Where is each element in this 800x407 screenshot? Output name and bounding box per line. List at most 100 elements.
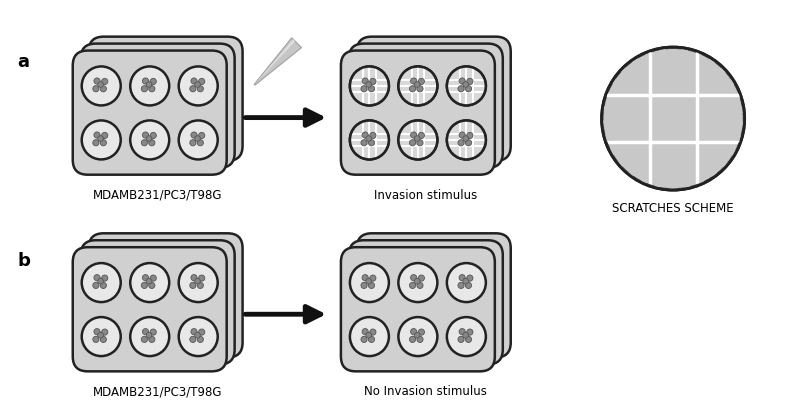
Circle shape [463,278,469,284]
FancyBboxPatch shape [81,240,234,364]
Circle shape [466,336,471,342]
Circle shape [366,333,371,338]
Circle shape [414,82,420,88]
Circle shape [150,329,156,335]
Circle shape [142,282,147,289]
FancyBboxPatch shape [89,37,242,161]
Circle shape [466,79,473,85]
Circle shape [366,278,371,284]
Circle shape [410,336,416,342]
Circle shape [190,140,196,146]
Circle shape [458,336,464,342]
Circle shape [142,275,149,281]
Circle shape [98,278,103,284]
Circle shape [350,317,389,356]
Polygon shape [254,38,302,85]
Circle shape [98,333,103,338]
Circle shape [418,329,425,335]
Circle shape [398,317,438,356]
Circle shape [94,328,100,335]
Text: No Invasion stimulus: No Invasion stimulus [364,385,487,398]
Circle shape [94,78,100,84]
Circle shape [93,140,99,146]
Circle shape [82,66,121,105]
Circle shape [463,136,469,141]
Circle shape [93,282,99,289]
FancyBboxPatch shape [73,247,226,371]
Circle shape [602,47,745,190]
Circle shape [93,85,99,92]
Circle shape [410,140,416,146]
Circle shape [398,120,438,160]
Circle shape [142,132,149,138]
Circle shape [370,275,376,281]
FancyBboxPatch shape [349,240,502,364]
Circle shape [350,120,389,160]
FancyBboxPatch shape [89,233,242,357]
Circle shape [459,275,466,281]
Circle shape [366,136,371,141]
Circle shape [399,67,437,105]
Circle shape [198,140,203,146]
Circle shape [466,329,473,335]
Circle shape [350,67,388,105]
FancyBboxPatch shape [341,247,495,371]
Circle shape [178,120,218,160]
Circle shape [466,275,473,281]
Circle shape [350,121,388,159]
Circle shape [198,282,203,289]
Polygon shape [254,39,295,85]
Circle shape [146,82,152,88]
Circle shape [410,282,416,289]
Circle shape [350,66,389,105]
Circle shape [463,333,469,338]
Circle shape [459,328,466,335]
Circle shape [459,78,466,84]
Circle shape [194,278,200,284]
Circle shape [130,263,170,302]
Text: MDAMB231/PC3/T98G: MDAMB231/PC3/T98G [93,385,222,398]
Circle shape [146,278,152,284]
Circle shape [370,132,376,138]
Circle shape [178,263,218,302]
Circle shape [447,317,486,356]
Circle shape [198,132,205,138]
Text: b: b [18,252,30,270]
Circle shape [447,120,486,160]
Circle shape [361,140,367,146]
Circle shape [417,282,423,289]
Circle shape [100,85,106,92]
Text: a: a [18,53,30,71]
Circle shape [178,317,218,356]
Circle shape [149,336,155,342]
Circle shape [102,275,108,281]
Circle shape [149,282,155,289]
Circle shape [190,336,196,342]
Circle shape [350,263,389,302]
Circle shape [190,282,196,289]
Circle shape [82,263,121,302]
Circle shape [150,79,156,85]
Circle shape [466,85,471,92]
Circle shape [102,132,108,138]
Circle shape [149,140,155,146]
Circle shape [370,79,376,85]
Circle shape [130,66,170,105]
Circle shape [466,132,473,138]
Circle shape [100,282,106,289]
Circle shape [410,328,417,335]
Circle shape [102,79,108,85]
Circle shape [418,132,425,138]
Circle shape [150,132,156,138]
Circle shape [418,79,425,85]
Circle shape [82,317,121,356]
FancyBboxPatch shape [357,233,510,357]
Circle shape [198,329,205,335]
Circle shape [399,121,437,159]
Circle shape [417,140,423,146]
Circle shape [146,333,152,338]
Circle shape [194,136,200,141]
Circle shape [98,82,103,88]
Circle shape [417,336,423,342]
Circle shape [398,263,438,302]
